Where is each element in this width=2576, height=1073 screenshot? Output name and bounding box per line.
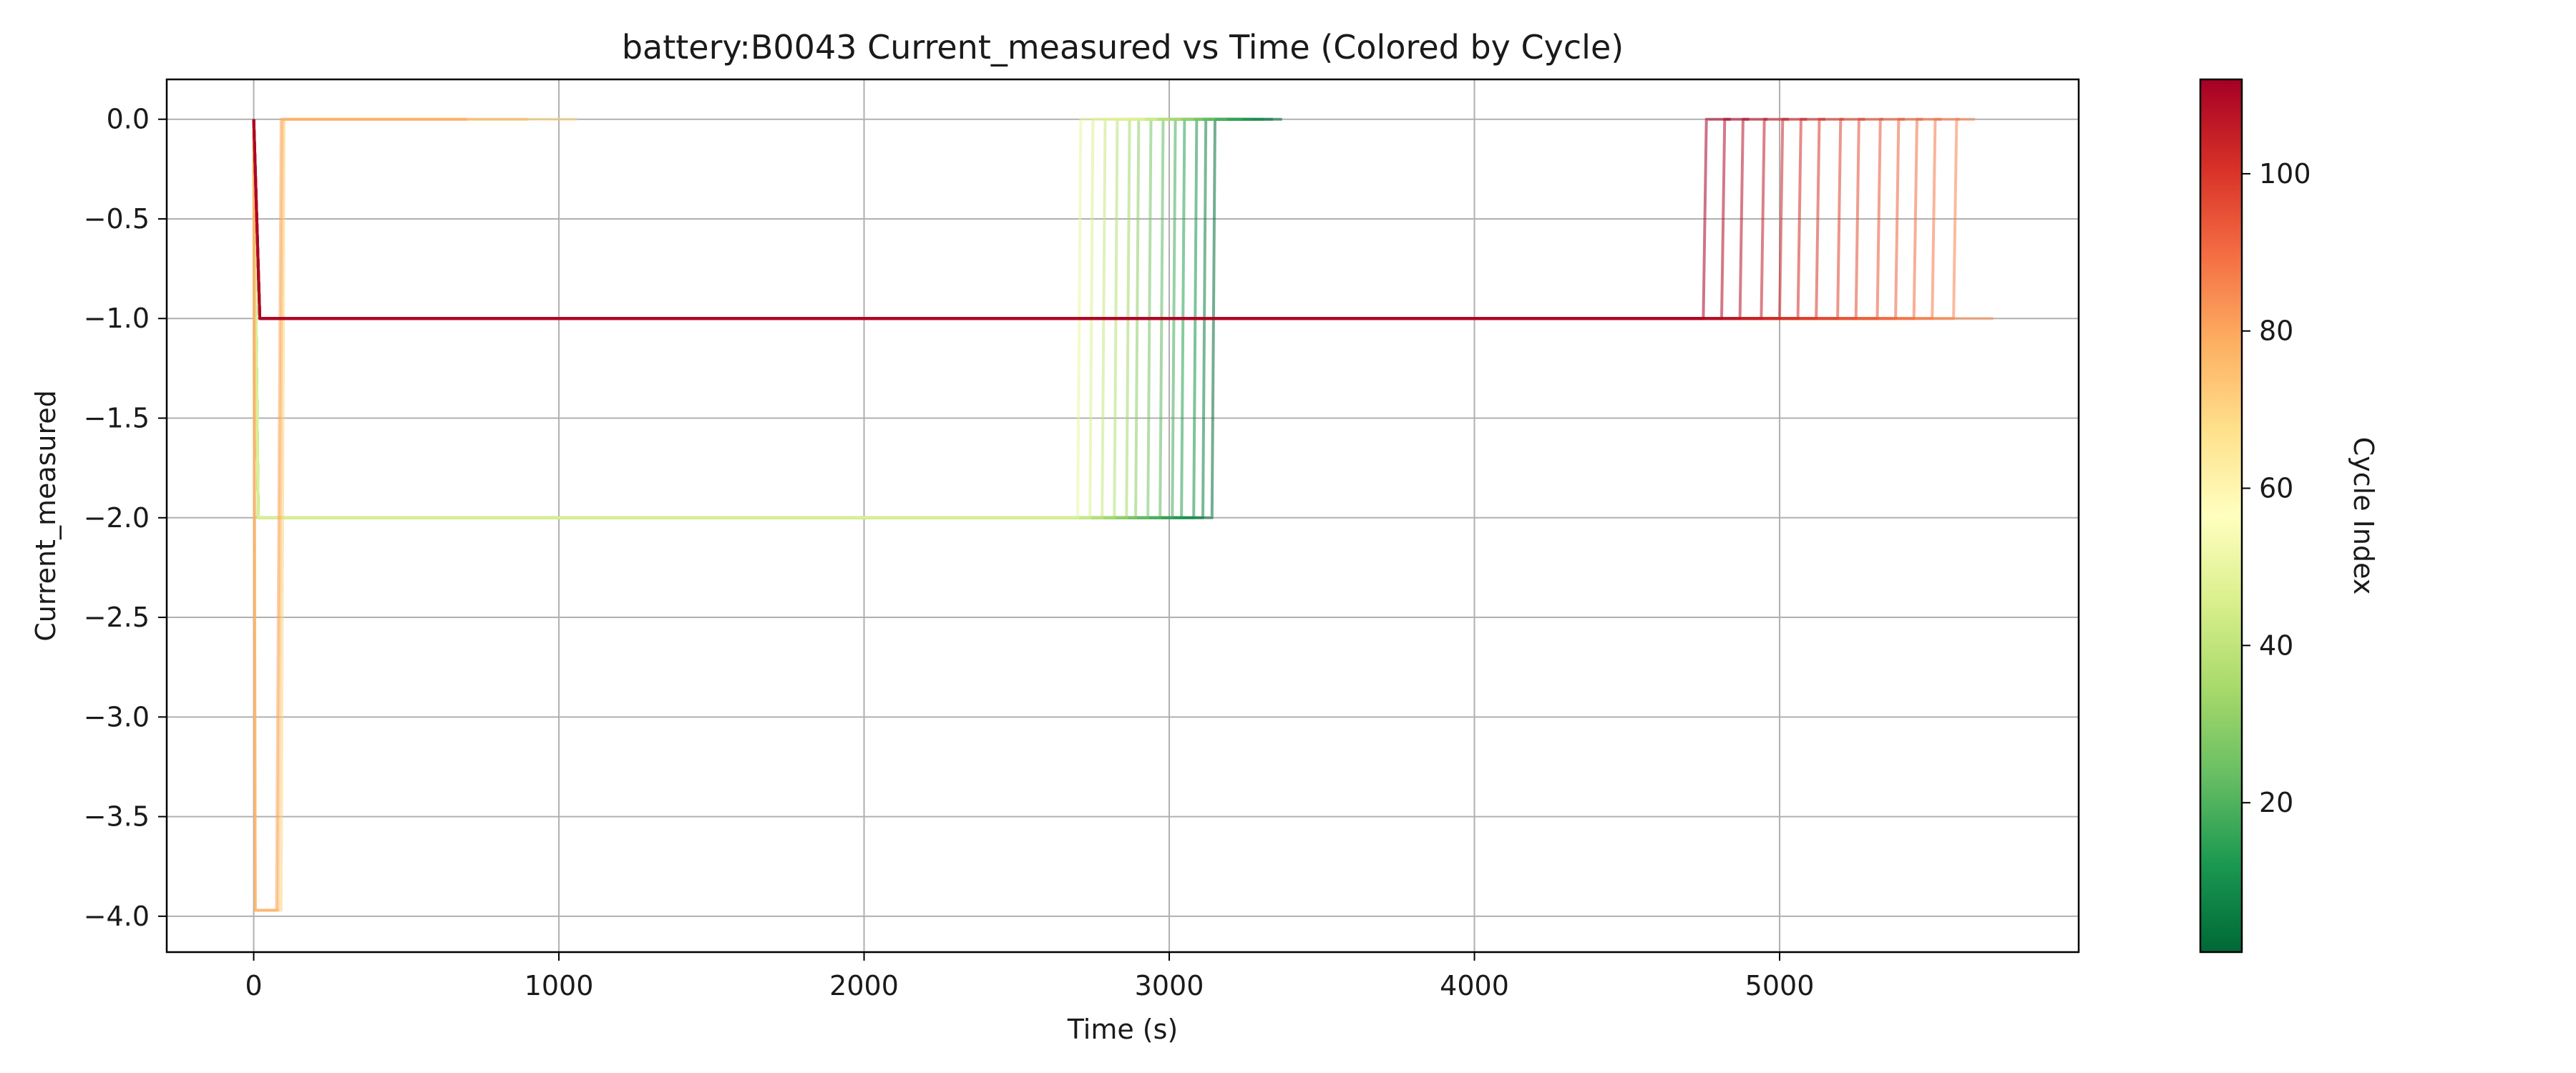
colorbar-tick-label: 60 bbox=[2259, 473, 2293, 504]
series-lines bbox=[252, 117, 1994, 912]
y-tick-label: −1.5 bbox=[84, 403, 150, 434]
chart-title: battery:B0043 Current_measured vs Time (… bbox=[622, 28, 1624, 67]
x-axis-ticks: 0 1000 2000 3000 4000 5000 bbox=[245, 952, 1814, 1001]
grid-lines bbox=[167, 79, 2079, 952]
colorbar bbox=[2199, 78, 2243, 954]
x-tick-label: 4000 bbox=[1440, 970, 1509, 1001]
x-tick-label: 3000 bbox=[1135, 970, 1204, 1001]
x-axis-label: Time (s) bbox=[1067, 1014, 1179, 1045]
x-tick-label: 1000 bbox=[525, 970, 594, 1001]
y-tick-label: −0.5 bbox=[84, 203, 150, 235]
y-tick-label: −4.0 bbox=[84, 901, 150, 932]
x-tick-label: 0 bbox=[245, 970, 262, 1001]
colorbar-ticks: 20 40 60 80 100 bbox=[2242, 158, 2311, 818]
y-tick-label: −1.0 bbox=[84, 303, 150, 334]
colorbar-tick-label: 40 bbox=[2259, 629, 2293, 661]
colorbar-tick-label: 100 bbox=[2259, 158, 2311, 190]
series-line bbox=[252, 117, 1145, 519]
y-tick-label: −3.0 bbox=[84, 701, 150, 733]
colorbar-tick-label: 80 bbox=[2259, 315, 2293, 347]
y-tick-label: −3.5 bbox=[84, 801, 150, 833]
plot-frame bbox=[165, 78, 2080, 954]
colorbar-tick-label: 20 bbox=[2259, 787, 2293, 818]
series-line bbox=[252, 117, 468, 912]
x-tick-label: 2000 bbox=[829, 970, 899, 1001]
series-line bbox=[252, 117, 1731, 320]
y-tick-label: 0.0 bbox=[107, 104, 150, 135]
y-tick-label: −2.0 bbox=[84, 502, 150, 534]
y-tick-label: −2.5 bbox=[84, 602, 150, 633]
series-line bbox=[252, 117, 577, 912]
y-axis-ticks: 0.0 −0.5 −1.0 −1.5 −2.0 −2.5 −3.0 −3.5 −4.0 bbox=[84, 104, 167, 932]
y-axis-label: Current_measured bbox=[30, 390, 62, 642]
colorbar-label: Cycle Index bbox=[2348, 437, 2379, 595]
x-tick-label: 5000 bbox=[1745, 970, 1815, 1001]
series-line bbox=[252, 117, 529, 912]
